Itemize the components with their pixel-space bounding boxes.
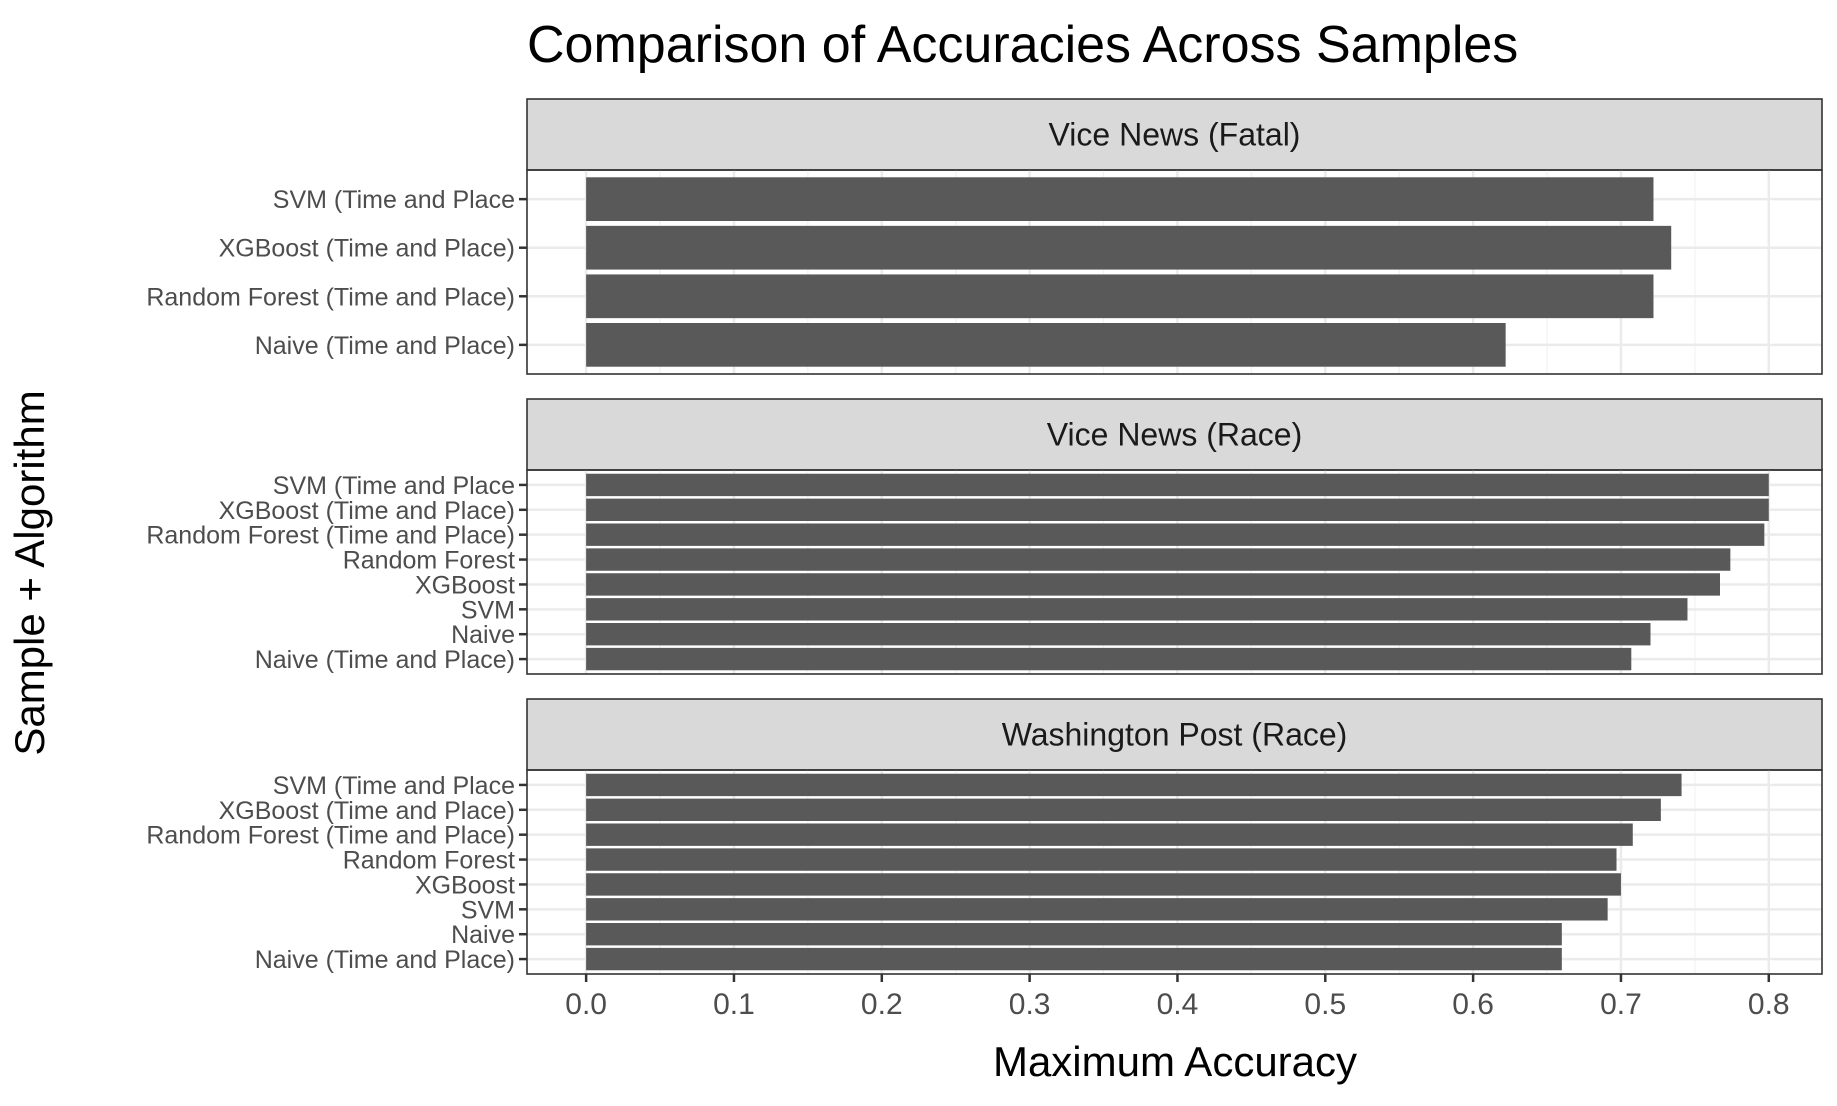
y-tick-label: XGBoost (Time and Place) [219,497,515,525]
y-tick-label: XGBoost [415,571,515,599]
bar [586,498,1769,521]
y-tick-label: SVM (Time and Place [273,472,515,500]
facet-label: Vice News (Fatal) [1049,117,1301,153]
chart-title: Comparison of Accuracies Across Samples [527,16,1518,74]
bar [586,548,1731,571]
panel-border [526,769,1823,975]
y-tick-label: SVM (Time and Place [273,186,515,214]
facet-strip [526,98,1823,171]
bar [586,225,1672,270]
bar [586,177,1654,221]
bar [586,573,1720,596]
x-axis: 0.0 0.1 0.2 0.3 0.4 0.5 0.6 0.7 0.8 [565,974,1790,1021]
panel-border [526,469,1823,675]
x-tick-label: 0.2 [861,988,903,1021]
x-tick-label: 0.6 [1452,988,1494,1021]
x-tick-label: 0.1 [713,988,755,1021]
y-tick-label: Naive (Time and Place) [255,946,515,974]
x-axis-title: Maximum Accuracy [993,1038,1357,1085]
bar [586,848,1617,871]
facet-panel: Vice News (Fatal) SVM (Time and Place XGBo… [146,98,1823,375]
y-tick-label: XGBoost [415,871,515,899]
y-tick-label: Random Forest [343,847,515,875]
facet-label: Washington Post (Race) [1002,717,1348,753]
bar [586,823,1633,846]
x-tick-label: 0.3 [1009,988,1051,1021]
y-tick-label: SVM [461,896,515,924]
panel-border [526,169,1823,375]
y-tick-label: Naive [451,621,515,649]
y-tick-label: XGBoost (Time and Place) [219,235,515,263]
bar [586,873,1621,896]
facet-strip [526,398,1823,471]
bar [586,274,1654,319]
y-tick-label: XGBoost (Time and Place) [219,797,515,825]
bar [586,623,1651,646]
bar [586,923,1562,946]
y-tick-label: Naive [451,921,515,949]
facet-panel: Vice News (Race)SVM (Time and PlaceXGBoo… [146,398,1823,675]
y-tick-label: Naive (Time and Place) [255,332,515,360]
facet-label: Vice News (Race) [1047,417,1302,453]
y-tick-label: Random Forest (Time and Place) [146,283,515,311]
x-tick-label: 0.0 [565,988,607,1021]
y-tick-label: Random Forest [343,547,515,575]
bar [586,798,1661,821]
bar [586,473,1769,497]
x-tick-label: 0.7 [1600,988,1642,1021]
facet-strip [526,698,1823,771]
bar [586,898,1608,921]
bar [586,773,1682,797]
bar [586,523,1765,546]
bar [586,598,1688,621]
bar [586,647,1632,671]
x-tick-label: 0.4 [1157,988,1199,1021]
y-tick-label: Random Forest (Time and Place) [146,522,515,550]
facet-panel: Washington Post (Race) SVM (Time and Plac… [146,698,1823,975]
y-tick-label: SVM (Time and Place [273,772,515,800]
y-axis-title: Sample + Algorithm [6,390,53,755]
y-tick-label: Naive (Time and Place) [255,646,515,674]
bar [586,323,1506,367]
facet-panels: Vice News (Fatal)SVM (Time and PlaceXGBo… [146,98,1823,975]
y-tick-label: SVM [461,596,515,624]
bar [586,947,1562,971]
y-tick-label: Random Forest (Time and Place) [146,822,515,850]
x-tick-label: 0.5 [1304,988,1346,1021]
x-tick-label: 0.8 [1748,988,1790,1021]
